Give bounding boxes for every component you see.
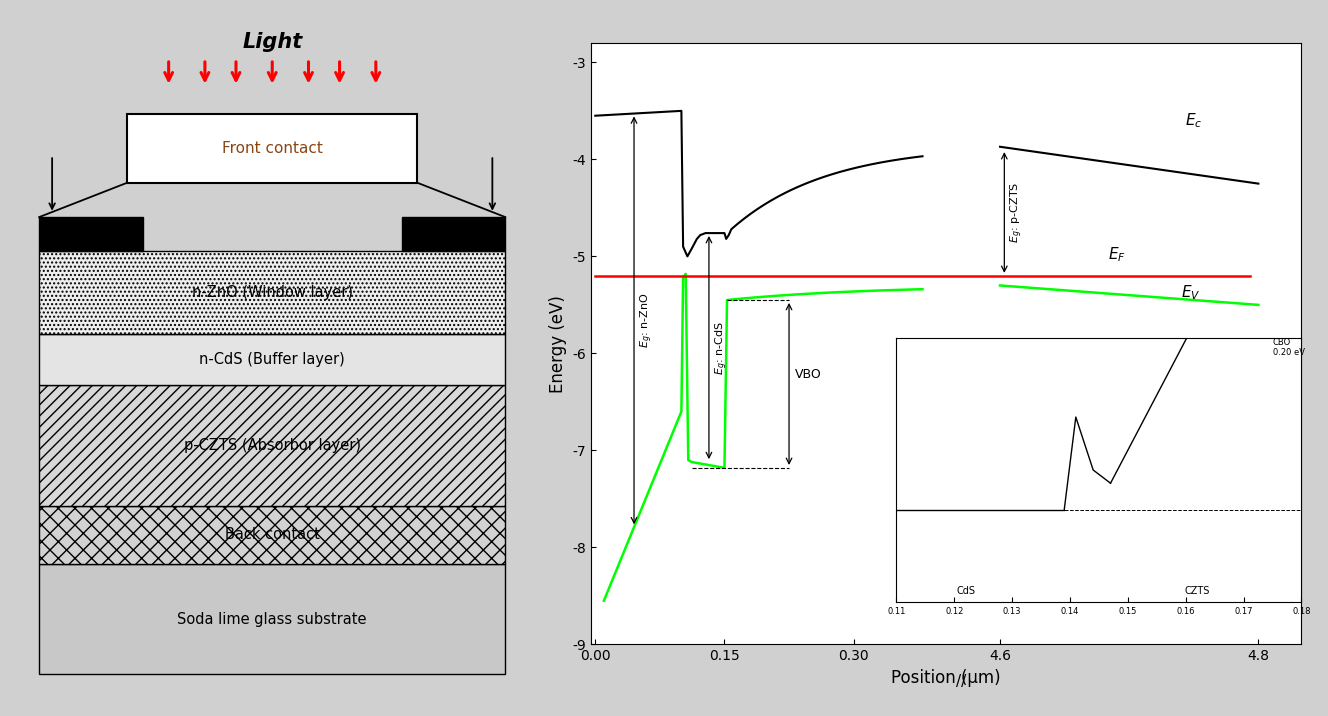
X-axis label: Position (μm): Position (μm) [891, 669, 1001, 687]
Text: $E_g$: p-CZTS: $E_g$: p-CZTS [1009, 182, 1025, 243]
Y-axis label: Energy (eV): Energy (eV) [548, 295, 567, 392]
Text: Front contact: Front contact [222, 141, 323, 156]
Text: Soda lime glass substrate: Soda lime glass substrate [178, 611, 367, 626]
Bar [40, 334, 506, 385]
Text: $E_c$: $E_c$ [1185, 112, 1203, 130]
Text: $E_V$: $E_V$ [1181, 283, 1201, 302]
Text: $E_F$: $E_F$ [1108, 246, 1126, 264]
Bar [127, 114, 417, 183]
Bar [40, 251, 506, 334]
Text: n-CdS (Buffer layer): n-CdS (Buffer layer) [199, 352, 345, 367]
Bar [402, 217, 506, 251]
Text: $E_g$: n-ZnO: $E_g$: n-ZnO [639, 293, 655, 348]
Bar [40, 251, 506, 334]
Bar [40, 385, 506, 505]
Text: //: // [956, 674, 967, 689]
Text: p-CZTS (Absorbor layer): p-CZTS (Absorbor layer) [183, 438, 361, 453]
Bar [40, 505, 506, 564]
Text: Light: Light [242, 32, 303, 52]
Text: n-ZnO (Window layer): n-ZnO (Window layer) [191, 285, 353, 300]
Bar [40, 385, 506, 505]
Bar [40, 505, 506, 564]
Text: Back contact: Back contact [224, 528, 320, 543]
Bar [40, 564, 506, 674]
Bar [40, 217, 143, 251]
Text: VBO: VBO [795, 368, 822, 381]
Text: $E_g$: n-CdS: $E_g$: n-CdS [713, 321, 729, 374]
